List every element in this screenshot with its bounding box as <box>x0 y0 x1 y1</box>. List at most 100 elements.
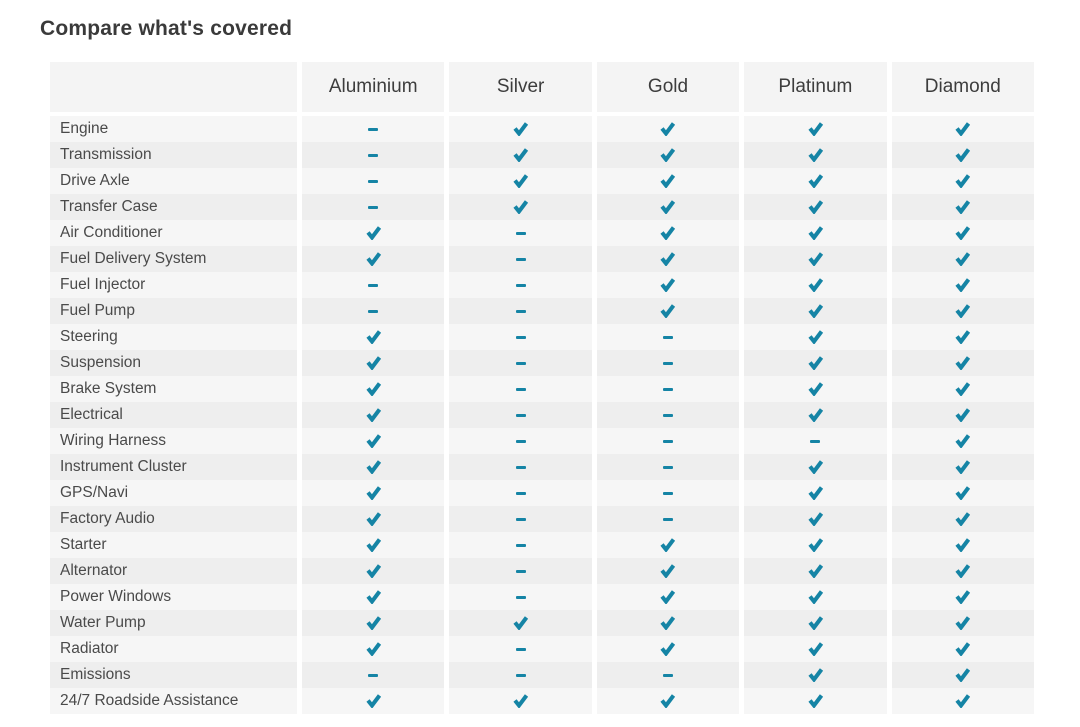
row-label: Instrument Cluster <box>50 454 297 480</box>
coverage-cell <box>591 636 740 662</box>
row-label: Engine <box>50 116 297 142</box>
check-icon <box>955 304 971 318</box>
row-label: Starter <box>50 532 297 558</box>
check-icon <box>955 616 971 630</box>
row-label: Emissions <box>50 662 297 688</box>
check-icon <box>366 616 381 630</box>
table-row: GPS/Navi <box>50 480 1034 506</box>
coverage-cell <box>297 532 445 558</box>
coverage-cell <box>591 168 740 194</box>
dash-icon <box>515 517 526 521</box>
check-icon <box>808 278 823 292</box>
coverage-cell <box>444 454 592 480</box>
check-icon <box>955 590 971 604</box>
check-icon <box>660 538 676 552</box>
dash-icon <box>515 491 526 495</box>
row-label: 24/7 Roadside Assistance <box>50 688 297 714</box>
table-row: Starter <box>50 532 1034 558</box>
row-label: Fuel Delivery System <box>50 246 297 272</box>
coverage-cell <box>886 324 1034 350</box>
coverage-cell <box>591 662 740 688</box>
coverage-cell <box>297 350 445 376</box>
coverage-cell <box>591 610 740 636</box>
coverage-cell <box>297 402 445 428</box>
check-icon <box>660 694 676 708</box>
dash-icon <box>515 361 526 365</box>
check-icon <box>808 616 823 630</box>
check-icon <box>366 564 381 578</box>
check-icon <box>660 564 676 578</box>
dash-icon <box>515 309 526 313</box>
coverage-cell <box>591 298 740 324</box>
coverage-cell <box>591 142 740 168</box>
coverage-cell <box>886 246 1034 272</box>
coverage-cell <box>886 688 1034 714</box>
coverage-cell <box>739 532 887 558</box>
table-row: Suspension <box>50 350 1034 376</box>
dash-icon <box>662 491 673 495</box>
check-icon <box>955 642 971 656</box>
coverage-cell <box>886 454 1034 480</box>
coverage-cell <box>297 246 445 272</box>
check-icon <box>808 304 823 318</box>
check-icon <box>808 226 823 240</box>
row-label: Brake System <box>50 376 297 402</box>
coverage-cell <box>444 220 592 246</box>
coverage-cell <box>444 298 592 324</box>
table-row: Electrical <box>50 402 1034 428</box>
coverage-cell <box>444 116 592 142</box>
coverage-cell <box>739 246 887 272</box>
table-row: Transmission <box>50 142 1034 168</box>
check-icon <box>808 408 823 422</box>
check-icon <box>808 122 823 136</box>
check-icon <box>808 252 823 266</box>
row-label: Wiring Harness <box>50 428 297 454</box>
coverage-cell <box>591 246 740 272</box>
coverage-cell <box>739 688 887 714</box>
check-icon <box>660 304 676 318</box>
coverage-cell <box>739 584 887 610</box>
check-icon <box>660 122 676 136</box>
coverage-cell <box>444 168 592 194</box>
dash-icon <box>368 153 379 157</box>
check-icon <box>808 590 823 604</box>
coverage-cell <box>739 662 887 688</box>
check-icon <box>955 252 971 266</box>
coverage-cell <box>591 506 740 532</box>
coverage-cell <box>591 688 740 714</box>
dash-icon <box>368 309 379 313</box>
coverage-cell <box>591 376 740 402</box>
coverage-cell <box>886 350 1034 376</box>
table-row: Fuel Delivery System <box>50 246 1034 272</box>
coverage-cell <box>444 688 592 714</box>
coverage-cell <box>591 116 740 142</box>
check-icon <box>366 408 381 422</box>
check-icon <box>955 460 971 474</box>
check-icon <box>955 382 971 396</box>
check-icon <box>808 148 823 162</box>
coverage-cell <box>444 142 592 168</box>
coverage-cell <box>297 272 445 298</box>
table-row: Water Pump <box>50 610 1034 636</box>
table-row: Steering <box>50 324 1034 350</box>
coverage-cell <box>297 454 445 480</box>
row-label: GPS/Navi <box>50 480 297 506</box>
coverage-cell <box>739 116 887 142</box>
plan-header-aluminium: Aluminium <box>297 62 445 112</box>
row-label: Drive Axle <box>50 168 297 194</box>
dash-icon <box>515 439 526 443</box>
check-icon <box>366 330 381 344</box>
check-icon <box>955 148 971 162</box>
check-icon <box>366 434 381 448</box>
coverage-cell <box>591 532 740 558</box>
coverage-cell <box>886 662 1034 688</box>
coverage-cell <box>739 298 887 324</box>
row-label: Steering <box>50 324 297 350</box>
coverage-cell <box>297 558 445 584</box>
coverage-cell <box>886 402 1034 428</box>
row-label: Transmission <box>50 142 297 168</box>
coverage-cell <box>739 220 887 246</box>
row-label: Transfer Case <box>50 194 297 220</box>
check-icon <box>808 564 823 578</box>
dash-icon <box>515 413 526 417</box>
